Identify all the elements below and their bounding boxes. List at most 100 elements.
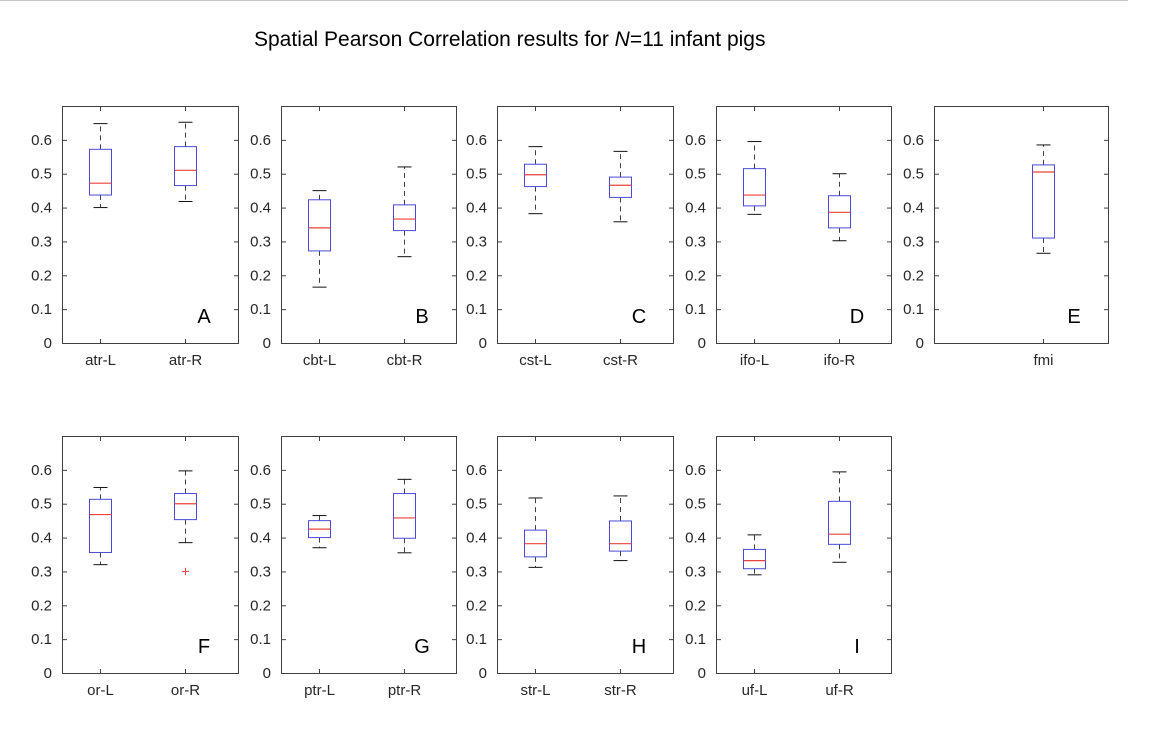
y-tick-label: 0 <box>44 665 52 682</box>
iqr-box <box>524 163 547 188</box>
y-tick-label: 0.2 <box>685 267 706 284</box>
iqr-box <box>609 520 632 552</box>
iqr-box <box>828 500 851 545</box>
panel-frame <box>497 106 674 344</box>
x-tick-label: or-R <box>171 682 200 699</box>
y-tick-label: 0.5 <box>250 496 271 513</box>
panel-E: 0 0.1 0.2 0.3 0.4 0.5 0.6 fmi E <box>903 106 1109 369</box>
y-tick-label: 0.4 <box>685 200 706 217</box>
figure-title: Spatial Pearson Correlation results for … <box>254 28 765 52</box>
x-tick-label: cbt-L <box>303 352 336 369</box>
y-tick-label: 0.2 <box>250 597 271 614</box>
y-tick-label: 0.4 <box>250 530 271 547</box>
panel-frame <box>62 106 239 344</box>
x-tick-label: cst-R <box>603 352 638 369</box>
y-tick-label: 0.6 <box>31 132 52 149</box>
y-tick-label: 0.1 <box>250 301 271 318</box>
y-tick-label: 0.5 <box>466 166 487 183</box>
y-tick-label: 0.3 <box>31 563 52 580</box>
y-tick-label: 0.2 <box>31 597 52 614</box>
y-tick-label: 0.1 <box>250 631 271 648</box>
panel-letter: I <box>854 636 860 658</box>
x-tick-label: str-R <box>604 682 637 699</box>
y-tick-label: 0.3 <box>250 233 271 250</box>
y-tick-label: 0.1 <box>685 301 706 318</box>
y-tick-label: 0.6 <box>685 462 706 479</box>
iqr-box <box>743 168 766 207</box>
panel-frame <box>934 106 1109 344</box>
y-tick-label: 0.5 <box>685 166 706 183</box>
y-tick-label: 0.6 <box>31 462 52 479</box>
x-tick-label: uf-L <box>742 682 768 699</box>
y-tick-label: 0.2 <box>250 267 271 284</box>
y-tick-label: 0.3 <box>250 563 271 580</box>
y-tick-label: 0.3 <box>685 563 706 580</box>
y-tick-label: 0.1 <box>466 631 487 648</box>
x-tick-label: str-L <box>521 682 551 699</box>
y-tick-label: 0.6 <box>250 462 271 479</box>
panel-frame <box>62 436 239 674</box>
iqr-box <box>1032 164 1055 239</box>
title-suffix: =11 infant pigs <box>629 28 766 51</box>
panel-F: 0 0.1 0.2 0.3 0.4 0.5 0.6 or-L or-R F <box>31 436 239 699</box>
x-tick-label: ifo-R <box>824 352 856 369</box>
y-tick-label: 0.1 <box>685 631 706 648</box>
y-tick-label: 0.4 <box>903 200 924 217</box>
y-tick-label: 0.3 <box>903 233 924 250</box>
x-tick-label: ifo-L <box>740 352 769 369</box>
y-tick-label: 0.2 <box>466 267 487 284</box>
y-tick-label: 0.3 <box>466 563 487 580</box>
title-prefix: Spatial Pearson Correlation results for <box>254 28 615 51</box>
y-tick-label: 0 <box>698 335 706 352</box>
panel-I: 0 0.1 0.2 0.3 0.4 0.5 0.6 uf-L uf-R I <box>685 436 892 699</box>
y-tick-label: 0.4 <box>31 530 52 547</box>
y-tick-label: 0.2 <box>685 597 706 614</box>
iqr-box <box>174 493 197 521</box>
iqr-box <box>393 204 416 232</box>
panel-frame <box>281 106 457 344</box>
y-tick-label: 0.1 <box>31 301 52 318</box>
panel-letter: D <box>850 306 864 328</box>
top-divider-line <box>0 0 1128 1</box>
y-tick-label: 0 <box>263 335 271 352</box>
iqr-box <box>89 148 112 196</box>
y-tick-label: 0 <box>916 335 924 352</box>
y-tick-label: 0.6 <box>466 462 487 479</box>
panel-H: 0 0.1 0.2 0.3 0.4 0.5 0.6 str-L str-R H <box>466 436 674 699</box>
y-tick-label: 0.3 <box>31 233 52 250</box>
panel-letter: G <box>414 636 430 658</box>
x-tick-label: or-L <box>87 682 114 699</box>
y-tick-label: 0.3 <box>685 233 706 250</box>
panel-frame <box>497 436 674 674</box>
panel-D: 0 0.1 0.2 0.3 0.4 0.5 0.6 ifo-L ifo-R D <box>685 106 892 369</box>
x-tick-label: atr-L <box>85 352 116 369</box>
outlier-marker <box>182 567 189 575</box>
x-tick-label: atr-R <box>169 352 203 369</box>
panel-letter: H <box>632 636 646 658</box>
iqr-box <box>308 199 331 252</box>
panel-A: 0 0.1 0.2 0.3 0.4 0.5 0.6 atr-L atr-R A <box>31 106 239 369</box>
panel-letter: F <box>198 636 210 658</box>
iqr-box <box>174 146 197 187</box>
iqr-box <box>609 176 632 198</box>
y-tick-label: 0.5 <box>466 496 487 513</box>
y-tick-label: 0 <box>479 335 487 352</box>
y-tick-label: 0.1 <box>903 301 924 318</box>
iqr-box <box>89 498 112 553</box>
y-tick-label: 0.6 <box>685 132 706 149</box>
panel-letter: C <box>632 306 646 328</box>
y-tick-label: 0.2 <box>466 597 487 614</box>
iqr-box <box>393 493 416 539</box>
panel-B: 0 0.1 0.2 0.3 0.4 0.5 0.6 cbt-L cbt-R B <box>250 106 457 369</box>
panel-frame <box>716 106 892 344</box>
panel-letter: E <box>1067 306 1080 328</box>
y-tick-label: 0.3 <box>466 233 487 250</box>
iqr-box <box>743 548 766 570</box>
y-tick-label: 0.5 <box>903 166 924 183</box>
x-tick-label: cbt-R <box>387 352 423 369</box>
y-tick-label: 0.6 <box>903 132 924 149</box>
y-tick-label: 0 <box>479 665 487 682</box>
y-tick-label: 0.5 <box>685 496 706 513</box>
y-tick-label: 0.4 <box>31 200 52 217</box>
